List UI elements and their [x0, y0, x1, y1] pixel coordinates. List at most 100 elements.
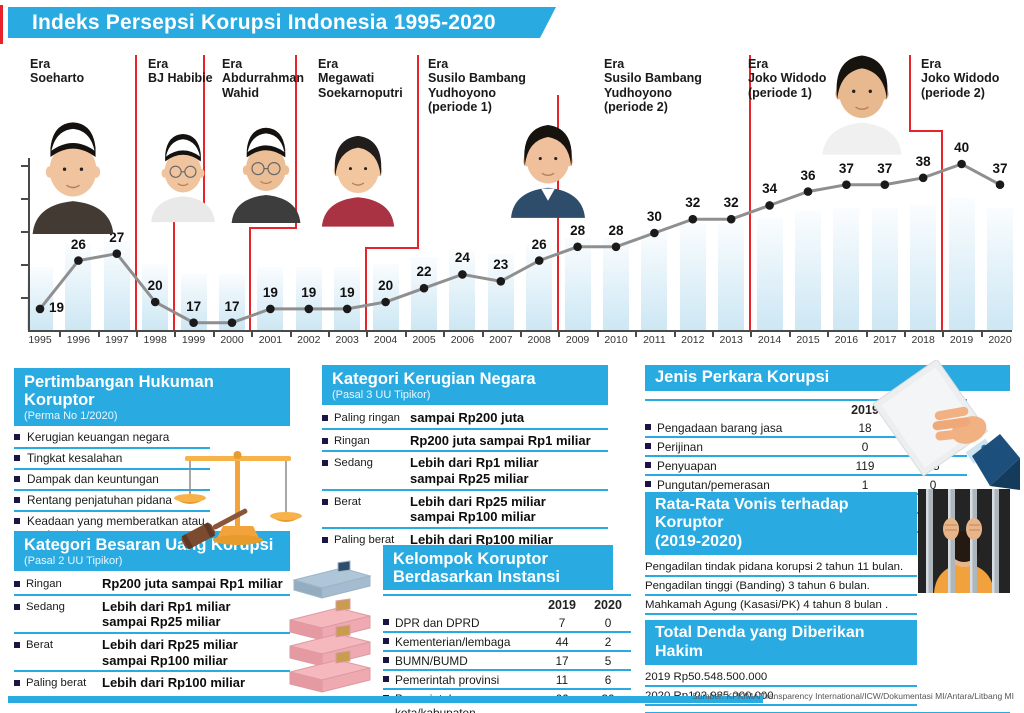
era-divider-line — [135, 55, 137, 330]
row-label: Pungutan/pemerasan — [645, 478, 831, 492]
y-axis — [28, 158, 30, 332]
x-axis-tick — [788, 332, 791, 337]
kerugian-row: Ringan Rp200 juta sampai Rp1 miliar — [322, 430, 608, 453]
bullet-square-icon — [645, 424, 651, 430]
bullet-square-icon — [322, 460, 328, 467]
source-credit: Sumber: KPK/MA/Transparency Internationa… — [692, 691, 1014, 701]
y-axis-tick — [21, 165, 28, 167]
vonis-item: Pengadilan tinggi (Banding) 3 tahun 6 bu… — [645, 577, 917, 597]
box-pertimbangan-header: Pertimbangan Hukuman Koruptor (Perma No … — [14, 368, 290, 427]
definition-line: Lebih dari Rp25 miliar — [410, 493, 546, 509]
row-label-text: BUMN/BUMD — [395, 654, 468, 669]
era-label-line: (periode 1) — [428, 99, 492, 114]
vonis-title-line: Rata-Rata Vonis terhadap Koruptor — [655, 496, 849, 532]
bullet-square-icon — [322, 536, 328, 543]
page-title: Indeks Persepsi Korupsi Indonesia 1995-2… — [32, 10, 496, 34]
value-2020: 2 — [604, 635, 612, 650]
era-label-line: Era — [428, 57, 449, 71]
vonis-title-line: (2019-2020) — [655, 532, 743, 550]
bullet-square-icon — [14, 476, 20, 483]
definition-line: sampai Rp25 miliar — [102, 614, 221, 630]
x-tick-label-2000: 2000 — [220, 334, 244, 346]
kelompok-row: BUMN/BUMD 17 5 — [383, 652, 631, 672]
spacer — [645, 403, 831, 417]
x-tick-label-2017: 2017 — [873, 334, 897, 346]
x-tick-label-2005: 2005 — [412, 334, 436, 346]
chart-bg-bar-2011 — [641, 231, 668, 330]
value-2019: 18 — [858, 421, 872, 435]
definition-cell: Lebih dari Rp1 miliar sampai Rp25 miliar — [102, 599, 290, 630]
era-label-line: (periode 2) — [921, 85, 985, 100]
definition-line: Rp200 juta sampai Rp1 miliar — [102, 576, 283, 592]
era-label-3: Era Megawati Soekarnoputri — [318, 57, 443, 100]
vonis-header: Rata-Rata Vonis terhadap Koruptor (2019-2… — [645, 492, 917, 556]
era-label-line: Soeharto — [30, 71, 85, 86]
box-vonis-denda-tren: Rata-Rata Vonis terhadap Koruptor (2019-2… — [645, 492, 1010, 713]
data-point — [688, 214, 698, 224]
x-axis-tick — [59, 332, 62, 337]
x-axis-tick — [942, 332, 945, 337]
value-2019: 7 — [558, 616, 566, 631]
portrait-joko-widodo — [816, 33, 908, 157]
era-divider-line — [365, 248, 367, 330]
tren-header: Tren Penuntutan Tindak Pidana Korupsi — [645, 711, 1010, 713]
pertimbangan-item: Rentang penjatuhan pidana — [14, 491, 210, 512]
pertimbangan-item: Dampak dan keuntungan — [14, 470, 210, 491]
bullet-square-icon — [322, 498, 328, 505]
y-axis-tick — [21, 264, 28, 266]
point-label-2001: 19 — [262, 284, 278, 300]
era-label-line: Abdurrahman — [222, 71, 304, 86]
besaran-row: Berat Lebih dari Rp25 miliar sampai Rp100 … — [14, 634, 290, 673]
definition-cell: Lebih dari Rp25 miliar sampai Rp100 milia… — [102, 637, 290, 668]
x-axis — [28, 330, 1012, 332]
box-subtitle: (Perma No 1/2020) — [24, 410, 118, 423]
money-stacks-icon — [286, 542, 374, 694]
kelompok-row: Kementerian/lembaga 44 2 — [383, 633, 631, 653]
box-title: Kategori Besaran Uang Korupsi — [24, 536, 274, 554]
point-label-2010: 28 — [608, 222, 624, 238]
x-axis-tick — [904, 332, 906, 337]
point-label-2011: 30 — [646, 209, 662, 224]
x-axis-tick — [827, 332, 830, 337]
vonis-item: Pengadilan tindak pidana korupsi 2 tahun… — [645, 558, 917, 578]
era-label-line: Megawati — [318, 71, 375, 86]
era-label-line: Era — [318, 57, 339, 71]
row-label-text: DPR dan DPRD — [395, 616, 480, 631]
data-point — [995, 180, 1005, 189]
chart-bg-bar-2008 — [526, 244, 553, 330]
box-besaran-uang: Kategori Besaran Uang Korupsi (Pasal 2 U… — [14, 531, 290, 693]
x-axis-tick — [328, 332, 330, 337]
column-header-2019: 2019 — [548, 598, 576, 613]
era-label-line: Yudhoyono — [604, 85, 673, 100]
prisoner-bars-icon — [918, 489, 1010, 593]
vonis-item: Mahkamah Agung (Kasasi/PK) 4 tahun 8 bul… — [645, 596, 917, 616]
x-tick-label-2007: 2007 — [489, 334, 513, 346]
era-label-2: Era Abdurrahman Wahid — [222, 57, 347, 100]
term-text: Paling berat — [26, 677, 87, 690]
x-axis-tick — [750, 332, 753, 337]
x-tick-label-2003: 2003 — [335, 334, 359, 346]
definition-line: Lebih dari Rp100 miliar — [410, 531, 554, 547]
chart-bg-bar-2009 — [564, 237, 591, 330]
definition-cell: Rp200 juta sampai Rp1 miliar — [102, 576, 290, 592]
pertimbangan-item: Kerugian keuangan negara — [14, 428, 210, 450]
data-point — [765, 201, 774, 210]
row-label: Pemerintah provinsi — [383, 673, 539, 687]
definition-line: Lebih dari Rp100 miliar — [102, 675, 246, 691]
definition-cell: Rp200 juta sampai Rp1 miliar — [410, 433, 608, 449]
term-cell: Paling ringan — [322, 410, 410, 426]
row-label: DPR dan DPRD — [383, 616, 539, 630]
era-label-6: Era Joko Widodo (periode 1) — [748, 57, 873, 100]
box-title: Kelompok Koruptor Berdasarkan Instansi — [393, 550, 603, 586]
definition-line: sampai Rp200 juta — [410, 410, 525, 426]
x-axis-tick — [289, 332, 292, 337]
value-2020: 0 — [929, 478, 937, 492]
era-label-line: (periode 2) — [604, 99, 668, 114]
definition-line: sampai Rp100 miliar — [102, 652, 228, 668]
era-divider-line — [417, 55, 419, 248]
bullet-square-icon — [322, 415, 328, 422]
definition-cell: Lebih dari Rp100 miliar — [102, 675, 290, 691]
kerugian-rows: Paling ringan sampai Rp200 juta Ringan Rp20… — [322, 407, 608, 549]
kelompok-column-headers: 2019 2020 — [383, 594, 631, 614]
